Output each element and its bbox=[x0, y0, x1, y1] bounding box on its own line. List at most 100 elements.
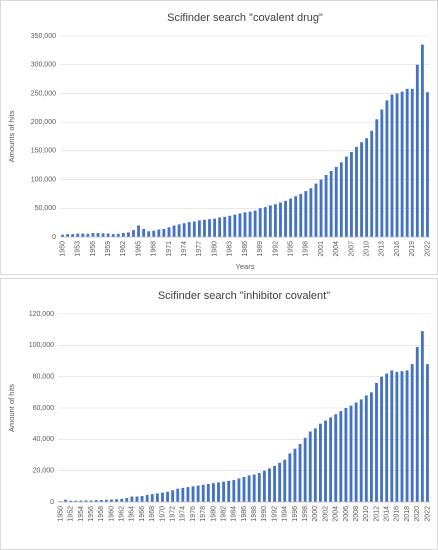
bar bbox=[186, 487, 190, 502]
bar bbox=[201, 484, 205, 502]
x-tick-label: 2022 bbox=[424, 506, 431, 522]
x-tick-label: 1974 bbox=[181, 241, 188, 257]
bar bbox=[278, 462, 282, 502]
y-tick-label: 0 bbox=[52, 234, 56, 241]
x-tick-label: 1986 bbox=[242, 241, 249, 257]
bar bbox=[247, 475, 251, 502]
y-axis-title: Amounts of hits bbox=[7, 110, 16, 162]
x-tick-label: 1962 bbox=[119, 506, 126, 522]
bar bbox=[339, 411, 343, 502]
bar bbox=[390, 370, 394, 502]
bar bbox=[420, 331, 424, 502]
bar bbox=[268, 468, 271, 502]
bar bbox=[385, 100, 389, 237]
x-tick-label: 2008 bbox=[353, 506, 360, 522]
x-axis-title: Years bbox=[236, 262, 255, 271]
bar bbox=[405, 370, 409, 502]
bar bbox=[405, 88, 409, 237]
bar bbox=[208, 219, 211, 237]
x-tick-label: 1972 bbox=[170, 506, 177, 522]
x-tick-label: 1978 bbox=[200, 506, 207, 522]
y-tick-label: 250,000 bbox=[31, 90, 56, 97]
x-tick-label: 1988 bbox=[251, 506, 258, 522]
x-tick-label: 1976 bbox=[190, 506, 197, 522]
bar bbox=[283, 459, 287, 502]
bar bbox=[400, 371, 404, 502]
bar bbox=[289, 198, 293, 237]
bar bbox=[375, 119, 379, 237]
bar bbox=[253, 210, 257, 237]
bar bbox=[196, 485, 200, 502]
bar bbox=[91, 232, 95, 237]
bar bbox=[354, 402, 358, 502]
x-tick-label: 1977 bbox=[196, 241, 203, 257]
bar bbox=[152, 230, 156, 237]
x-tick-label: 2004 bbox=[333, 506, 340, 522]
bar bbox=[370, 130, 374, 237]
bar bbox=[420, 44, 424, 237]
bar bbox=[344, 156, 348, 237]
bar bbox=[355, 146, 358, 237]
bar bbox=[206, 483, 210, 502]
x-tick-label: 1964 bbox=[129, 506, 136, 522]
bar bbox=[155, 493, 159, 502]
bar bbox=[273, 204, 277, 237]
x-tick-label: 1994 bbox=[282, 506, 289, 522]
bar bbox=[257, 473, 261, 502]
x-tick-label: 1992 bbox=[272, 241, 279, 257]
bar bbox=[237, 478, 241, 502]
bar bbox=[218, 217, 222, 237]
x-tick-label: 1950 bbox=[57, 506, 64, 522]
y-tick-label: 50,000 bbox=[35, 205, 57, 212]
bar bbox=[304, 191, 308, 237]
bar bbox=[89, 500, 93, 502]
x-tick-label: 2000 bbox=[312, 506, 319, 522]
bar bbox=[101, 233, 105, 237]
bar bbox=[415, 346, 419, 502]
bar bbox=[390, 94, 394, 237]
bar bbox=[273, 465, 277, 502]
x-tick-label: 1956 bbox=[90, 241, 97, 257]
bar bbox=[324, 174, 328, 237]
x-tick-label: 1992 bbox=[271, 506, 278, 522]
bar bbox=[303, 437, 307, 502]
bar bbox=[181, 487, 185, 502]
bar bbox=[71, 234, 75, 237]
bar bbox=[415, 64, 419, 237]
bar bbox=[329, 417, 333, 502]
bar bbox=[203, 219, 206, 237]
bar bbox=[66, 234, 70, 237]
bar bbox=[182, 223, 186, 237]
bar bbox=[176, 488, 180, 502]
bar bbox=[213, 218, 217, 237]
bar bbox=[150, 494, 154, 502]
bar bbox=[400, 91, 404, 237]
x-tick-label: 1974 bbox=[180, 506, 187, 522]
bar bbox=[111, 234, 115, 237]
bar bbox=[217, 482, 220, 502]
y-tick-label: 200,000 bbox=[31, 119, 56, 126]
chart-title: Scifinder search "inhibitor covalent" bbox=[158, 290, 330, 302]
bar bbox=[263, 207, 267, 237]
bar bbox=[258, 208, 262, 237]
bar bbox=[350, 152, 353, 237]
bar bbox=[171, 490, 175, 502]
bar bbox=[223, 216, 227, 237]
y-tick-label: 120,000 bbox=[29, 311, 54, 318]
bar bbox=[365, 138, 369, 237]
bar bbox=[110, 499, 113, 502]
bar bbox=[167, 227, 171, 237]
y-tick-label: 350,000 bbox=[31, 33, 56, 40]
bar bbox=[319, 423, 322, 502]
bar bbox=[142, 228, 146, 237]
bar bbox=[84, 500, 88, 502]
bar bbox=[268, 205, 272, 237]
bar bbox=[120, 498, 124, 502]
x-tick-label: 2001 bbox=[318, 241, 325, 257]
bar bbox=[191, 486, 195, 502]
x-tick-label: 1966 bbox=[139, 506, 146, 522]
y-tick-label: 40,000 bbox=[33, 436, 55, 443]
bar bbox=[426, 364, 429, 502]
y-tick-label: 100,000 bbox=[29, 342, 54, 349]
